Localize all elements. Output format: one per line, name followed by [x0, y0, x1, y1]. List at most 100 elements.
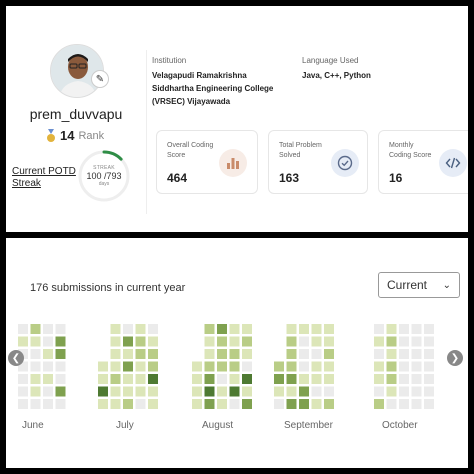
heatmap-cell[interactable]: [286, 386, 297, 397]
heatmap-cell[interactable]: [386, 399, 397, 409]
heatmap-cell[interactable]: [399, 324, 409, 334]
heatmap-cell[interactable]: [148, 386, 158, 397]
heatmap-cell[interactable]: [374, 324, 384, 334]
heatmap-cell[interactable]: [374, 386, 384, 397]
heatmap-cell[interactable]: [424, 324, 434, 334]
heatmap-cell[interactable]: [299, 324, 309, 334]
heatmap-cell[interactable]: [411, 349, 422, 359]
heatmap-cell[interactable]: [374, 336, 384, 347]
heatmap-cell[interactable]: [386, 349, 397, 359]
heatmap-cell[interactable]: [204, 361, 215, 372]
heatmap-cell[interactable]: [399, 361, 409, 372]
heatmap-cell[interactable]: [217, 336, 227, 347]
heatmap-cell[interactable]: [148, 336, 158, 347]
heatmap-cell[interactable]: [242, 324, 252, 334]
heatmap-cell[interactable]: [30, 374, 41, 384]
heatmap-cell[interactable]: [324, 336, 334, 347]
heatmap-cell[interactable]: [286, 336, 297, 347]
heatmap-cell[interactable]: [424, 386, 434, 397]
heatmap-cell[interactable]: [424, 399, 434, 409]
heatmap-cell[interactable]: [148, 361, 158, 372]
heatmap-cell[interactable]: [55, 386, 66, 397]
year-select[interactable]: Current ⌄: [378, 272, 460, 298]
heatmap-cell[interactable]: [98, 361, 108, 372]
heatmap-cell[interactable]: [217, 361, 227, 372]
heatmap-cell[interactable]: [242, 399, 252, 409]
heatmap-cell[interactable]: [192, 361, 202, 372]
heatmap-cell[interactable]: [204, 324, 215, 334]
heatmap-cell[interactable]: [192, 399, 202, 409]
heatmap-cell[interactable]: [204, 399, 215, 409]
heatmap-cell[interactable]: [424, 361, 434, 372]
heatmap-cell[interactable]: [242, 374, 252, 384]
potd-streak-link[interactable]: Current POTD Streak: [12, 166, 76, 189]
heatmap-cell[interactable]: [324, 349, 334, 359]
heatmap-cell[interactable]: [30, 386, 41, 397]
heatmap-cell[interactable]: [204, 374, 215, 384]
heatmap-cell[interactable]: [30, 361, 41, 372]
heatmap-cell[interactable]: [324, 374, 334, 384]
heatmap-cell[interactable]: [311, 324, 322, 334]
heatmap-cell[interactable]: [242, 336, 252, 347]
heatmap-cell[interactable]: [135, 336, 146, 347]
heatmap-cell[interactable]: [229, 336, 240, 347]
heatmap-cell[interactable]: [55, 374, 66, 384]
heatmap-cell[interactable]: [18, 336, 28, 347]
heatmap-cell[interactable]: [43, 324, 53, 334]
heatmap-cell[interactable]: [424, 336, 434, 347]
heatmap-cell[interactable]: [274, 399, 284, 409]
heatmap-cell[interactable]: [217, 399, 227, 409]
heatmap-cell[interactable]: [123, 324, 133, 334]
heatmap-cell[interactable]: [299, 361, 309, 372]
heatmap-cell[interactable]: [399, 336, 409, 347]
heatmap-cell[interactable]: [98, 386, 108, 397]
heatmap-cell[interactable]: [411, 361, 422, 372]
heatmap-cell[interactable]: [55, 399, 66, 409]
heatmap-cell[interactable]: [148, 374, 158, 384]
heatmap-cell[interactable]: [386, 336, 397, 347]
avatar[interactable]: [50, 44, 104, 98]
heatmap-cell[interactable]: [374, 374, 384, 384]
heatmap-cell[interactable]: [123, 386, 133, 397]
heatmap-cell[interactable]: [386, 361, 397, 372]
heatmap-cell[interactable]: [43, 374, 53, 384]
heatmap-cell[interactable]: [411, 374, 422, 384]
heatmap-cell[interactable]: [411, 336, 422, 347]
heatmap-cell[interactable]: [399, 374, 409, 384]
heatmap-cell[interactable]: [123, 374, 133, 384]
heatmap-cell[interactable]: [324, 361, 334, 372]
heatmap-cell[interactable]: [242, 361, 252, 372]
heatmap-cell[interactable]: [123, 399, 133, 409]
heatmap-cell[interactable]: [299, 349, 309, 359]
next-arrow-icon[interactable]: ❯: [447, 350, 463, 366]
heatmap-cell[interactable]: [55, 349, 66, 359]
heatmap-cell[interactable]: [386, 324, 397, 334]
heatmap-cell[interactable]: [229, 399, 240, 409]
heatmap-cell[interactable]: [18, 374, 28, 384]
heatmap-cell[interactable]: [18, 324, 28, 334]
heatmap-cell[interactable]: [374, 349, 384, 359]
heatmap-cell[interactable]: [148, 324, 158, 334]
heatmap-cell[interactable]: [123, 349, 133, 359]
heatmap-cell[interactable]: [192, 374, 202, 384]
heatmap-cell[interactable]: [311, 399, 322, 409]
heatmap-cell[interactable]: [98, 399, 108, 409]
heatmap-cell[interactable]: [110, 386, 121, 397]
heatmap-cell[interactable]: [299, 386, 309, 397]
heatmap-cell[interactable]: [135, 374, 146, 384]
heatmap-cell[interactable]: [299, 336, 309, 347]
heatmap-cell[interactable]: [217, 374, 227, 384]
heatmap-cell[interactable]: [43, 349, 53, 359]
heatmap-cell[interactable]: [217, 386, 227, 397]
heatmap-cell[interactable]: [374, 399, 384, 409]
heatmap-cell[interactable]: [135, 349, 146, 359]
heatmap-cell[interactable]: [286, 399, 297, 409]
heatmap-cell[interactable]: [18, 361, 28, 372]
heatmap-cell[interactable]: [286, 324, 297, 334]
heatmap-cell[interactable]: [110, 324, 121, 334]
heatmap-cell[interactable]: [110, 336, 121, 347]
heatmap-cell[interactable]: [110, 374, 121, 384]
heatmap-cell[interactable]: [424, 374, 434, 384]
heatmap-cell[interactable]: [217, 349, 227, 359]
heatmap-cell[interactable]: [110, 349, 121, 359]
